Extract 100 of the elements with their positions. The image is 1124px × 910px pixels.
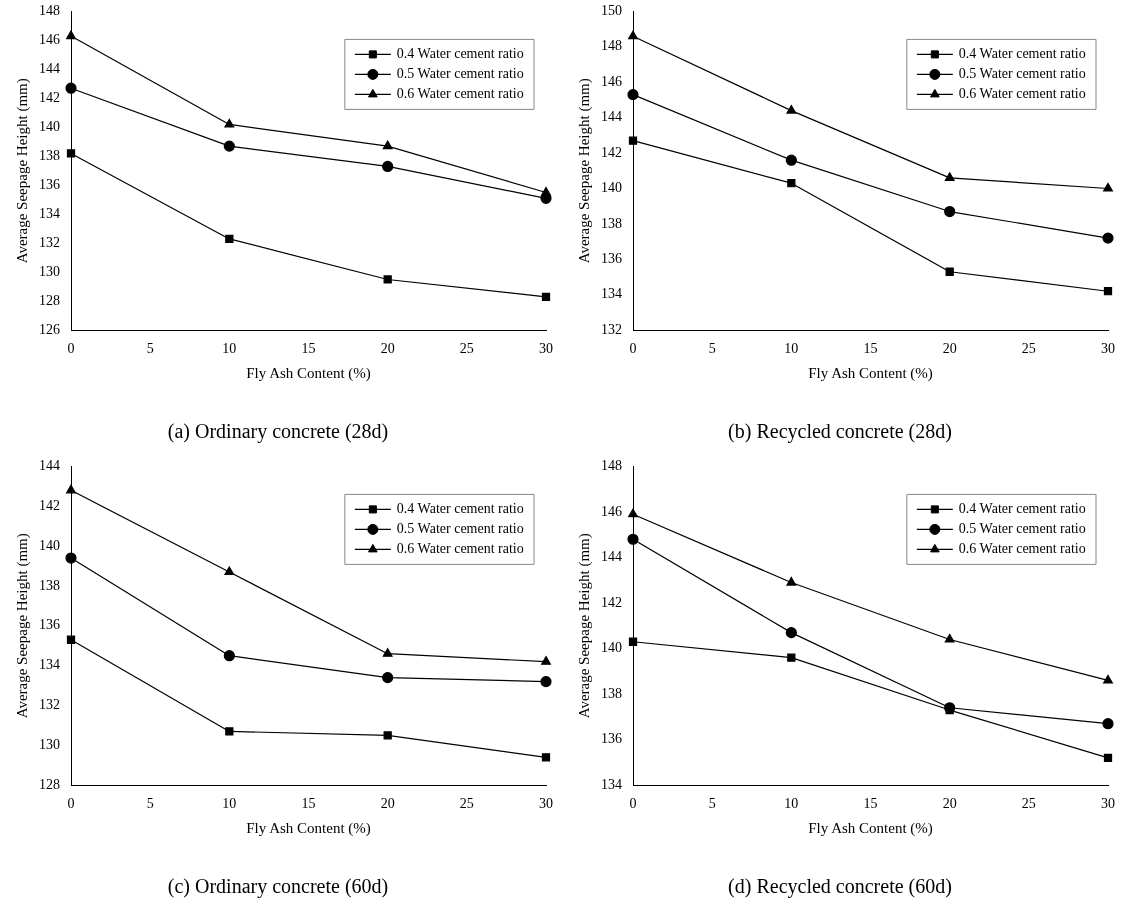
y-tick-label: 132 (39, 234, 60, 250)
point (1103, 674, 1113, 684)
point (785, 154, 797, 166)
x-tick-label: 5 (708, 341, 716, 357)
y-tick-label: 144 (39, 61, 60, 77)
legend-label: 0.6 Water cement ratio (958, 541, 1086, 557)
x-tick-label: 20 (942, 341, 957, 357)
x-tick-label: 15 (863, 341, 878, 357)
point (1102, 718, 1114, 730)
point (1102, 232, 1114, 244)
x-axis-title: Fly Ash Content (%) (246, 364, 371, 382)
point (945, 267, 954, 276)
point (66, 30, 76, 40)
text: (c) Ordinary concrete (60d) (167, 875, 389, 899)
legend-label: 0.4 Water cement ratio (958, 501, 1086, 517)
text: (b) Recycled concrete (28d) (728, 420, 952, 444)
x-tick-label: 20 (942, 796, 957, 812)
y-tick-label: 144 (39, 458, 60, 474)
point (224, 566, 235, 576)
text: (d) Recycled concrete (60d) (728, 875, 952, 899)
point (944, 205, 956, 218)
y-tick-label: 144 (601, 549, 622, 565)
legend-label: 0.6 Water cement ratio (396, 86, 524, 102)
point (383, 275, 392, 284)
point (541, 186, 551, 196)
point (66, 149, 76, 158)
point (786, 104, 797, 114)
point (541, 656, 551, 665)
x-tick-label: 25 (459, 796, 474, 812)
y-axis-title: Average Seepage Height (mm) (575, 533, 593, 719)
x-tick-label: 0 (629, 341, 637, 357)
point (382, 672, 394, 684)
legend-label: 0.5 Water cement ratio (958, 66, 1086, 82)
y-tick-label: 148 (601, 458, 622, 474)
point (787, 653, 796, 662)
x-tick-label: 25 (1021, 341, 1036, 357)
point (944, 172, 955, 181)
y-tick-label: 150 (601, 3, 622, 19)
point (225, 234, 234, 244)
point (1103, 287, 1113, 296)
y-axis-title: Average Seepage Height (mm) (13, 78, 31, 264)
y-tick-label: 134 (39, 205, 60, 221)
point (628, 637, 638, 646)
y-tick-label: 130 (39, 737, 60, 753)
point (628, 508, 638, 518)
x-tick-label: 15 (863, 796, 878, 812)
x-axis-title: Fly Ash Content (%) (808, 364, 933, 382)
x-tick-label: 5 (708, 796, 716, 812)
y-tick-label: 144 (601, 109, 622, 125)
x-axis-title: Fly Ash Content (%) (808, 819, 933, 837)
x-tick-label: 30 (1101, 341, 1115, 357)
point (225, 727, 234, 736)
x-tick-label: 10 (784, 796, 799, 812)
y-tick-label: 126 (39, 321, 60, 337)
point (627, 89, 639, 101)
y-tick-label: 132 (39, 697, 60, 713)
point (628, 30, 638, 40)
point (382, 160, 394, 173)
x-tick-label: 25 (1021, 796, 1036, 812)
x-tick-label: 10 (222, 341, 237, 357)
y-tick-label: 136 (39, 176, 60, 192)
x-tick-label: 30 (1101, 796, 1115, 812)
y-tick-label: 128 (39, 292, 60, 308)
x-tick-label: 25 (459, 341, 474, 357)
legend-label: 0.4 Water cement ratio (396, 46, 524, 62)
x-tick-label: 20 (380, 341, 395, 357)
y-tick-label: 136 (39, 617, 60, 633)
point (540, 675, 552, 688)
x-tick-label: 10 (784, 341, 799, 357)
y-tick-label: 132 (601, 321, 622, 337)
y-tick-label: 130 (39, 263, 60, 279)
y-tick-label: 146 (39, 32, 60, 48)
point (224, 118, 235, 128)
point (223, 140, 235, 152)
point (627, 533, 639, 545)
y-tick-label: 128 (39, 776, 60, 792)
y-tick-label: 140 (601, 180, 622, 196)
x-tick-label: 15 (301, 341, 316, 357)
x-tick-label: 5 (146, 796, 154, 812)
y-tick-label: 134 (39, 657, 60, 673)
point (65, 552, 77, 564)
point (785, 627, 797, 639)
x-axis-title: Fly Ash Content (%) (246, 819, 371, 837)
point (382, 140, 393, 150)
point (628, 136, 638, 145)
point (382, 648, 393, 657)
y-tick-label: 138 (39, 577, 60, 593)
legend-label: 0.6 Water cement ratio (396, 541, 524, 557)
y-tick-label: 138 (39, 147, 60, 163)
x-tick-label: 5 (146, 341, 154, 357)
text: (a) Ordinary concrete (28d) (167, 420, 389, 444)
y-axis-title: Average Seepage Height (mm) (13, 533, 31, 719)
y-tick-label: 142 (601, 144, 622, 160)
legend-label: 0.5 Water cement ratio (396, 66, 524, 82)
y-tick-label: 146 (601, 73, 622, 89)
point (66, 484, 76, 494)
y-tick-label: 138 (601, 685, 622, 701)
y-tick-label: 142 (601, 594, 622, 610)
y-tick-label: 134 (601, 776, 622, 792)
legend-label: 0.4 Water cement ratio (958, 46, 1086, 62)
